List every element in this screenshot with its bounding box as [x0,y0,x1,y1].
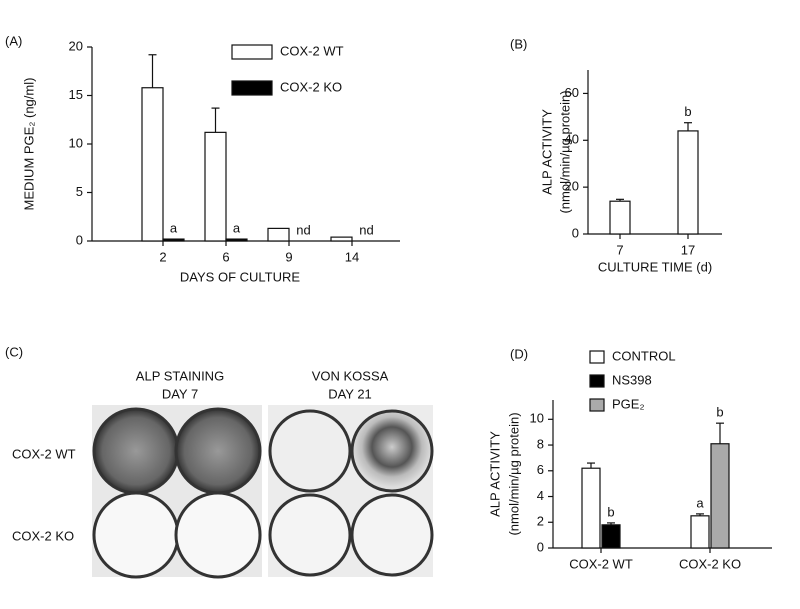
column-title: ALP STAINING [136,368,224,383]
legend-label: PGE₂ [612,396,645,411]
y-axis-label: MEDIUM PGE₂ (ng/ml) [21,78,36,211]
x-tick-label: 14 [345,249,359,264]
legend-label: COX-2 KO [280,79,342,94]
well [350,409,434,493]
annotation: b [607,504,614,519]
annotation: a [233,220,241,235]
x-tick-label: 2 [159,249,166,264]
y-tick-label: 15 [69,87,83,102]
bar [609,200,631,235]
bar [267,227,290,242]
bar [677,130,699,235]
well [350,493,434,577]
well [268,409,352,493]
bar [710,443,730,549]
legend-label: COX-2 WT [280,43,344,58]
panel-label: (A) [5,33,22,48]
y-tick-label: 5 [76,184,83,199]
legend-label: CONTROL [612,348,676,363]
y-tick-label: 10 [530,411,544,426]
bar [225,238,248,242]
annotation: b [716,405,723,420]
column-title: DAY 7 [162,386,198,401]
legend-swatch [589,374,605,388]
legend-swatch [589,398,605,412]
y-axis-label: (nmol/min/µg protein) [557,90,572,213]
x-axis-label: CULTURE TIME (d) [598,259,712,274]
y-axis-label: ALP ACTIVITY [487,431,502,517]
legend-swatch [589,350,605,364]
annotation: a [696,495,704,510]
y-tick-label: 0 [76,232,83,247]
x-tick-label: 9 [285,249,292,264]
y-tick-label: 20 [565,179,579,194]
y-tick-label: 0 [572,225,579,240]
x-tick-label: COX-2 WT [569,556,633,571]
bar [141,87,164,242]
y-tick-label: 60 [565,85,579,100]
bar [690,515,710,549]
bar [162,238,185,242]
x-tick-label: 6 [222,249,229,264]
y-tick-label: 20 [69,38,83,53]
column-title: VON KOSSA [312,368,389,383]
y-tick-label: 2 [537,514,544,529]
well [174,491,262,579]
y-axis-label: ALP ACTIVITY [539,109,554,195]
x-axis-label: DAYS OF CULTURE [180,269,300,284]
bar [581,467,601,549]
y-tick-label: 10 [69,135,83,150]
panel-label: (D) [510,346,528,361]
well [268,493,352,577]
well [174,407,262,495]
x-tick-label: 7 [616,242,623,257]
annotation: nd [296,222,310,237]
x-tick-label: COX-2 KO [679,556,741,571]
legend-swatch [231,44,273,60]
well-images [92,405,434,579]
well [92,491,180,579]
bar [330,236,353,242]
annotation: b [684,104,691,119]
panel-label: (B) [510,36,527,51]
y-tick-label: 40 [565,132,579,147]
legend-swatch [231,80,273,96]
y-axis-label: (nmol/min/µg protein) [506,412,521,535]
x-tick-label: 17 [681,242,695,257]
well [92,407,180,495]
y-tick-label: 6 [537,462,544,477]
y-tick-label: 8 [537,436,544,451]
y-tick-label: 0 [537,539,544,554]
panel-label: (C) [5,344,23,359]
row-label: COX-2 KO [12,528,74,543]
annotation: a [170,220,178,235]
y-tick-label: 4 [537,488,544,503]
bar [204,131,227,242]
annotation: nd [359,222,373,237]
legend-label: NS398 [612,372,652,387]
row-label: COX-2 WT [12,446,76,461]
column-title: DAY 21 [328,386,372,401]
bar [601,524,621,549]
